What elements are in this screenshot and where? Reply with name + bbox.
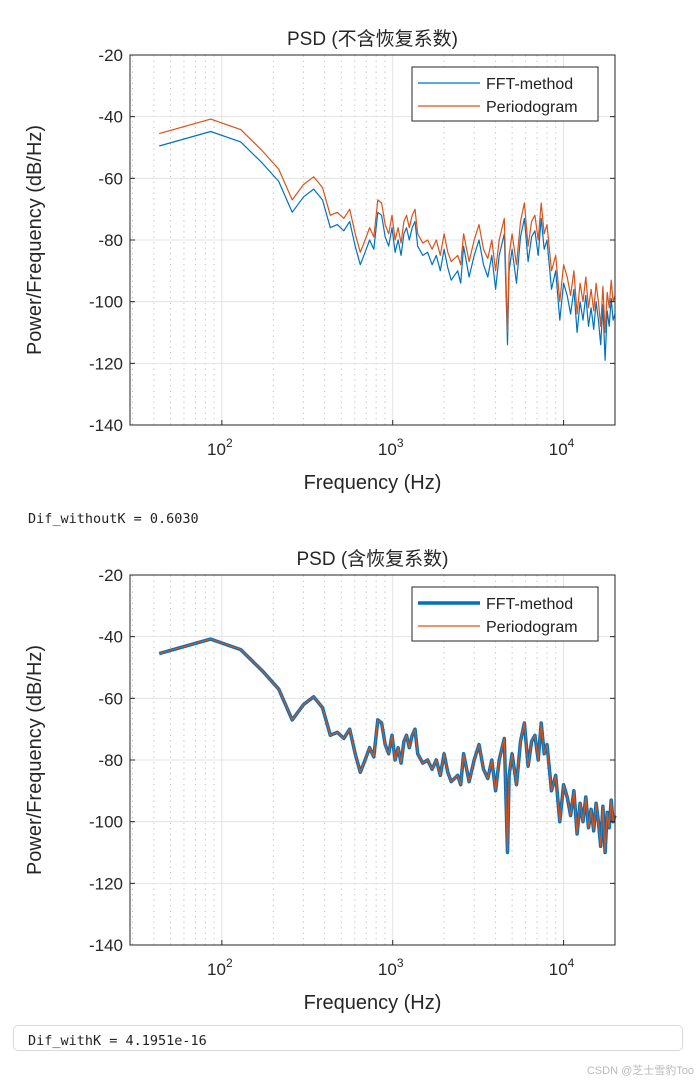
legend-box <box>411 66 599 122</box>
y-tick-label: -100 <box>89 813 123 832</box>
x-tick-label: 103 <box>378 956 404 979</box>
psd-chart-without-k: -20 -40 -60 -80 -100 -120 -140 102 103 104 PSD (不含… <box>24 28 616 494</box>
series-line-periodogram <box>159 638 616 854</box>
y-tick-label: -40 <box>98 108 123 127</box>
y-tick-label: -20 <box>98 46 123 65</box>
x-tick-label: 102 <box>207 956 233 979</box>
y-tick-label: -40 <box>98 628 123 647</box>
y-tick-label: -100 <box>89 293 123 312</box>
legend-label: Periodogram <box>486 99 578 116</box>
y-tick-label: -120 <box>89 874 123 893</box>
watermark: CSDN @芝士雪豹Too <box>586 1065 694 1077</box>
legend-label: FFT-method <box>486 596 573 613</box>
psd-chart-with-k: -20 -40 -60 -80 -100 -120 -140 102 103 104 PSD (含恢… <box>24 548 617 1014</box>
y-axis-label: Power/Frequency (dB/Hz) <box>24 125 46 355</box>
output-dif-without-k: Dif_withoutK = 0.6030 <box>28 511 199 527</box>
x-tick-label: 102 <box>207 436 233 459</box>
y-tick-label: -60 <box>98 689 123 708</box>
y-tick-label: -120 <box>89 354 123 373</box>
x-axis-label: Frequency (Hz) <box>304 992 442 1014</box>
series-line-periodogram <box>159 118 616 334</box>
series-line-fft-method <box>159 130 616 361</box>
output-dif-with-k: Dif_withK = 4.1951e-16 <box>28 1033 207 1049</box>
y-tick-label: -140 <box>89 936 123 955</box>
x-tick-label: 104 <box>549 436 575 459</box>
x-axis-label: Frequency (Hz) <box>304 472 442 494</box>
legend-box <box>411 586 599 642</box>
legend-label: Periodogram <box>486 619 578 636</box>
y-tick-label: -80 <box>98 751 123 770</box>
x-tick-label: 103 <box>378 436 404 459</box>
chart-title: PSD (含恢复系数) <box>296 548 448 570</box>
y-tick-label: -20 <box>98 566 123 585</box>
legend-label: FFT-method <box>486 76 573 93</box>
y-axis-label: Power/Frequency (dB/Hz) <box>24 645 46 875</box>
y-tick-label: -80 <box>98 231 123 250</box>
chart-title: PSD (不含恢复系数) <box>287 28 458 50</box>
x-tick-label: 104 <box>549 956 575 979</box>
y-tick-label: -60 <box>98 169 123 188</box>
output-box <box>13 1025 683 1051</box>
y-tick-label: -140 <box>89 416 123 435</box>
